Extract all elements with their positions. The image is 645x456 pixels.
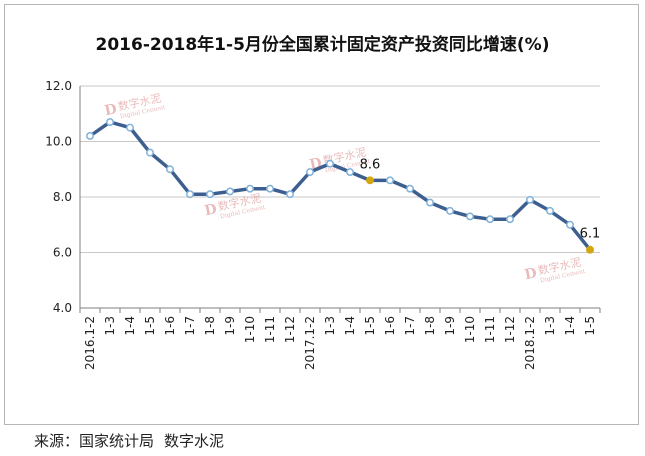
chart-title: 2016-2018年1-5月份全国累计固定资产投资同比增速(%): [95, 35, 550, 55]
chart-frame: [4, 4, 639, 425]
x-tick-label: 1-7: [183, 316, 197, 336]
x-tick-label: 1-5: [143, 316, 157, 336]
x-tick-label: 1-9: [223, 316, 237, 336]
x-tick-label: 1-3: [543, 316, 557, 336]
x-month-label: 1-2: [83, 316, 97, 336]
highlight-point: [586, 245, 594, 254]
data-point: [346, 168, 354, 176]
source-note: 来源：国家统计局 数字水泥: [34, 430, 224, 451]
x-year-label: 2016.: [83, 336, 97, 370]
y-tick-label: 8.0: [53, 190, 72, 204]
x-tick-label: 1-10: [463, 316, 477, 343]
x-tick-label: 1-9: [443, 316, 457, 336]
data-point: [426, 198, 434, 207]
data-point: [546, 206, 554, 215]
data-point: [226, 187, 234, 196]
data-point: [106, 118, 114, 127]
data-point: [146, 148, 154, 157]
x-tick-label: 1-3: [323, 316, 337, 336]
data-point: [506, 215, 514, 224]
x-tick-label: 1-11: [263, 316, 277, 343]
x-tick-label: 1-8: [203, 316, 217, 336]
x-tick-label: 1-12: [503, 316, 517, 343]
data-label: 8.6: [360, 157, 381, 172]
x-tick-label: 1-6: [163, 316, 177, 336]
data-point: [286, 190, 294, 199]
data-point: [486, 215, 494, 224]
data-point: [306, 168, 314, 176]
watermark-logo: D: [203, 201, 218, 219]
data-point: [406, 184, 414, 193]
data-point: [206, 190, 214, 199]
x-tick-label: 1-6: [383, 316, 397, 336]
data-point: [466, 212, 474, 221]
x-tick-label: 1-12: [283, 316, 297, 343]
data-point: [266, 184, 274, 193]
data-point: [566, 220, 574, 229]
data-point: [126, 123, 134, 132]
y-tick-label: 12.0: [45, 79, 72, 93]
highlight-point: [366, 176, 374, 185]
data-point: [326, 159, 334, 168]
source-brand: 数字水泥: [164, 432, 225, 450]
x-tick-label: 1-4: [343, 316, 357, 336]
data-point: [446, 206, 454, 215]
data-labels: 8.6 6.1: [360, 157, 601, 241]
x-year-label: 2017.: [303, 336, 317, 370]
data-label: 6.1: [580, 227, 601, 242]
x-tick-label: 1-10: [243, 316, 257, 343]
x-tick-label: 2016.1-2: [83, 316, 97, 370]
x-month-label: 1-2: [303, 316, 317, 336]
data-point: [186, 190, 194, 199]
x-year-label: 2018.: [523, 336, 537, 370]
gridlines: [80, 85, 600, 253]
data-point: [166, 165, 174, 174]
data-point: [526, 195, 534, 204]
x-tick-label: 1-7: [403, 316, 417, 336]
data-point: [86, 132, 94, 140]
y-tick-label: 4.0: [53, 301, 72, 315]
y-tick-label: 6.0: [53, 246, 72, 260]
source-label: 来源：: [34, 432, 80, 450]
x-tick-label: 1-5: [583, 316, 597, 336]
x-tick-label: 1-4: [563, 316, 577, 336]
x-tick-label: 2018.1-2: [523, 316, 537, 370]
x-tick-label: 1-11: [483, 316, 497, 343]
series-markers: [86, 118, 594, 254]
watermark-logo: D: [103, 101, 118, 119]
data-point: [386, 176, 394, 185]
watermark-logo: D: [523, 265, 538, 283]
y-tick-label: 10.0: [45, 135, 72, 149]
x-tick-label: 1-8: [423, 316, 437, 336]
x-tick-label: 1-4: [123, 316, 137, 336]
data-point: [246, 184, 254, 193]
x-tick-label: 1-5: [363, 316, 377, 336]
x-tick-label: 2017.1-2: [303, 316, 317, 370]
x-month-label: 1-2: [523, 316, 537, 336]
source-org: 国家统计局: [79, 432, 155, 450]
x-tick-label: 1-3: [103, 316, 117, 336]
